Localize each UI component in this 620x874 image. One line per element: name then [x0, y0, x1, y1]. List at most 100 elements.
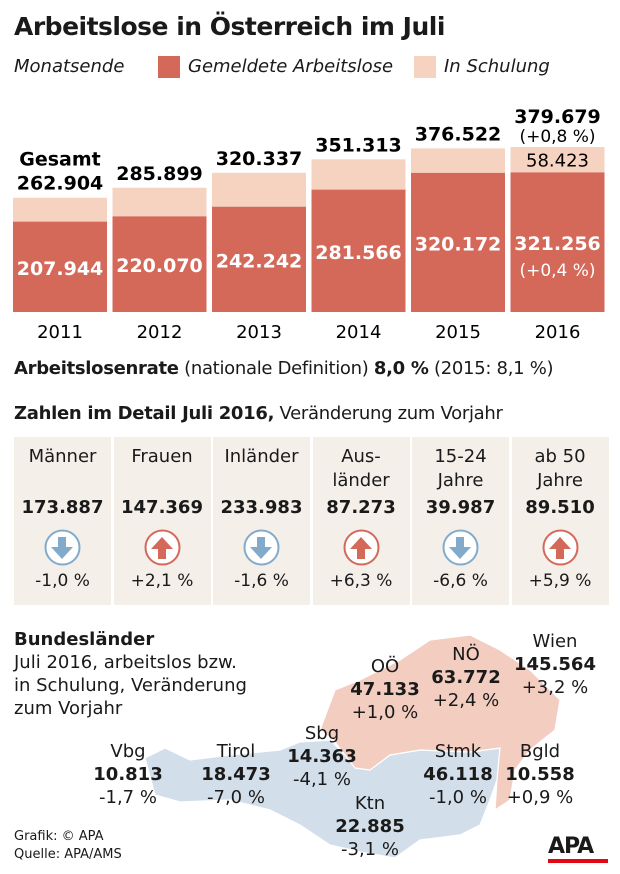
state-label: Tirol 18.473 -7,0 %: [181, 740, 291, 809]
source-quelle: Quelle: APA/AMS: [14, 847, 122, 862]
state-change: -3,1 %: [341, 839, 399, 860]
total-label: 285.899: [116, 163, 203, 185]
chart-title: Arbeitslose in Österreich im Juli: [14, 12, 445, 41]
x-tick-label: 2016: [535, 322, 581, 343]
detail-label: ab 50 Jahre: [534, 446, 586, 491]
bar-schulung: [411, 148, 505, 173]
rate-value: 8,0 %: [373, 358, 429, 379]
x-tick-label: 2015: [435, 322, 481, 343]
detail-box: Frauen 147.369 +2,1 %: [113, 437, 211, 605]
state-change: -4,1 %: [293, 769, 351, 790]
bar-schulung: [112, 187, 207, 217]
state-label: Ktn 22.885 -3,1 %: [315, 792, 425, 861]
state-value: 47.133: [350, 679, 420, 700]
austria-map: [144, 634, 561, 859]
state-value: 10.558: [505, 764, 575, 785]
map-desc: in Schulung, Veränderung: [14, 675, 247, 696]
bar-value-label: 320.172: [415, 233, 502, 255]
detail-heading: Zahlen im Detail Juli 2016, Veränderung …: [14, 403, 503, 424]
bar-value-label: 321.256: [514, 233, 601, 255]
arrow-up-icon: [144, 529, 180, 566]
state-change: +1,0 %: [351, 702, 419, 723]
rate-prev: (2015: 8,1 %): [434, 358, 554, 379]
apa-logo-text: APA: [548, 834, 594, 859]
state-value: 18.473: [201, 764, 271, 785]
map-legend: Bundesländer Juli 2016, arbeitslos bzw. …: [14, 628, 247, 720]
total-label: 262.904: [17, 173, 104, 195]
detail-box: ab 50 Jahre 89.510 +5,9 %: [511, 437, 609, 605]
state-name: Bgld: [519, 741, 561, 762]
bar-arbeitslose: [212, 206, 306, 312]
detail-label: Aus-länder: [332, 446, 390, 491]
bar-arbeitslose: [411, 172, 505, 312]
arrow-up-icon: [343, 529, 379, 566]
detail-change: +6,3 %: [329, 571, 393, 591]
total-label: 351.313: [315, 134, 402, 156]
bar-arbeitslose: [13, 221, 107, 312]
bar-arbeitslose: [510, 172, 605, 312]
state-label: OÖ 47.133 +1,0 %: [330, 655, 440, 724]
state-label: NÖ 63.772 +2,4 %: [411, 643, 521, 712]
detail-box: Aus-länder 87.273 +6,3 %: [312, 437, 410, 605]
detail-label: 15-24 Jahre: [434, 446, 487, 491]
state-label: Sbg 14.363 -4,1 %: [267, 722, 377, 791]
x-tick-label: 2011: [37, 322, 83, 343]
bar-arbeitslose: [311, 189, 406, 312]
bar-schulung: [311, 159, 406, 190]
state-change: +3,2 %: [521, 677, 589, 698]
detail-change: -1,0 %: [35, 571, 90, 591]
map-desc: zum Vorjahr: [14, 698, 123, 719]
detail-value: 89.510: [525, 497, 595, 518]
detail-change: +2,1 %: [130, 571, 194, 591]
bar-value-label: 281.566: [315, 242, 402, 264]
bar-value-label: 242.242: [216, 250, 303, 272]
total-prefix: Gesamt: [19, 149, 101, 171]
rate-label: Arbeitslosenrate: [14, 358, 179, 379]
state-name: Stmk: [434, 741, 482, 762]
detail-value: 87.273: [326, 497, 396, 518]
state-change: -7,0 %: [207, 787, 265, 808]
map-desc: Juli 2016, arbeitslos bzw.: [14, 652, 237, 673]
detail-subtitle: Veränderung zum Vorjahr: [279, 403, 503, 424]
detail-value: 147.369: [121, 497, 203, 518]
apa-logo: APA: [548, 834, 608, 863]
detail-change: -1,6 %: [234, 571, 289, 591]
detail-title: Zahlen im Detail Juli 2016,: [14, 403, 275, 424]
detail-value: 233.983: [220, 497, 303, 518]
x-tick-label: 2012: [137, 322, 183, 343]
legend-swatch-schulung: [414, 56, 436, 78]
rate-def: (nationale Definition): [184, 358, 369, 379]
state-value: 22.885: [335, 816, 405, 837]
state-value: 63.772: [431, 667, 501, 688]
detail-box: Männer 173.887 -1,0 %: [14, 437, 111, 605]
detail-label: Inländer: [224, 446, 299, 467]
arrow-down-icon: [44, 529, 81, 566]
total-label: 379.679: [514, 106, 601, 128]
unemployment-rate: Arbeitslosenrate (nationale Definition) …: [14, 358, 554, 379]
total-label: 320.337: [216, 148, 303, 170]
x-tick-label: 2013: [236, 322, 282, 343]
schulung-label: 58.423: [526, 151, 589, 172]
source-grafik: Grafik: © APA: [14, 829, 104, 844]
state-value: 10.813: [93, 764, 163, 785]
detail-label: Männer: [28, 446, 97, 467]
bar-arbeitslose: [112, 216, 207, 312]
state-change: -1,7 %: [99, 787, 157, 808]
source: Grafik: © APA Quelle: APA/AMS: [14, 828, 122, 864]
bar-value-label: 220.070: [116, 255, 203, 277]
legend-schulung: In Schulung: [444, 56, 550, 77]
arrow-down-icon: [442, 529, 479, 566]
legend-period: Monatsende: [14, 56, 125, 77]
state-name: Tirol: [216, 741, 256, 762]
map-region-east: [319, 634, 561, 812]
detail-value: 173.887: [21, 497, 104, 518]
detail-label: Frauen: [131, 446, 193, 467]
legend-arbeitslose: Gemeldete Arbeitslose: [188, 56, 394, 77]
detail-box: Inländer 233.983 -1,6 %: [213, 437, 310, 605]
map-title: Bundesländer: [14, 629, 155, 650]
state-change: +2,4 %: [432, 690, 500, 711]
detail-value: 39.987: [425, 497, 496, 518]
state-label: Bgld 10.558 +0,9 %: [485, 740, 595, 809]
apa-logo-bar: [548, 859, 608, 863]
